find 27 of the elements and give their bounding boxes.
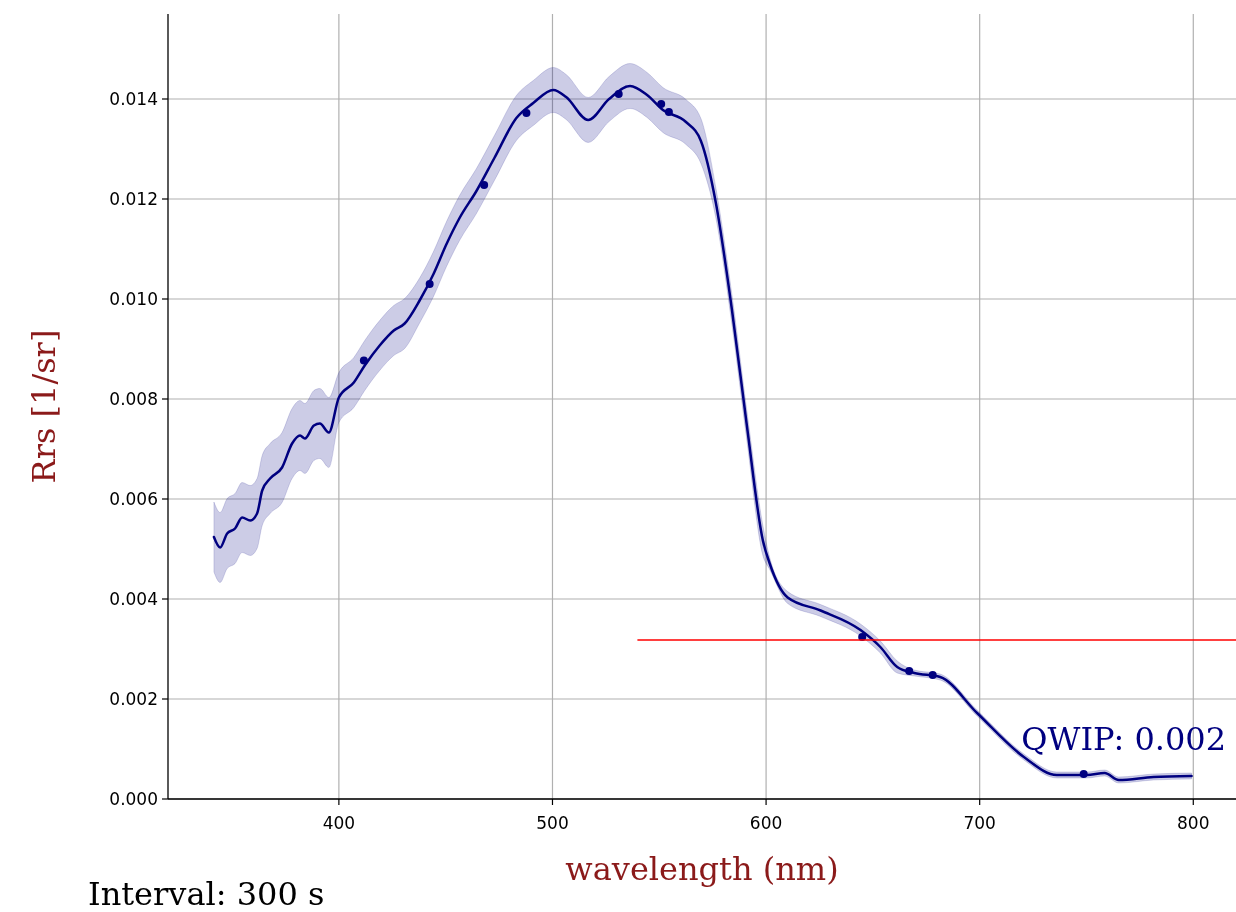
point bbox=[905, 667, 914, 675]
point bbox=[425, 280, 434, 288]
point bbox=[480, 181, 489, 189]
annotation: QWIP: 0.002 bbox=[1021, 720, 1226, 758]
point bbox=[359, 356, 368, 365]
x-tick-label: 500 bbox=[536, 813, 569, 833]
x-axis-title: wavelength (nm) bbox=[565, 850, 839, 888]
point bbox=[664, 108, 673, 116]
y-tick-label: 0.010 bbox=[109, 288, 158, 309]
x-tick-label: 700 bbox=[963, 813, 996, 833]
x-tick-label: 800 bbox=[1177, 813, 1210, 833]
y-tick-label: 0.012 bbox=[109, 188, 158, 209]
y-axis-title: Rrs [1/sr] bbox=[25, 329, 63, 484]
x-tick-label: 600 bbox=[749, 813, 783, 833]
x-tick-label: 400 bbox=[322, 813, 356, 833]
point bbox=[522, 109, 531, 117]
point bbox=[928, 671, 937, 679]
y-tick-label: 0.000 bbox=[109, 788, 158, 809]
y-tick-label: 0.014 bbox=[109, 88, 158, 109]
text: Interval: 300 s bbox=[88, 875, 325, 912]
point bbox=[657, 100, 666, 108]
point bbox=[614, 90, 623, 98]
y-tick-label: 0.004 bbox=[109, 588, 158, 609]
point bbox=[1079, 770, 1088, 778]
y-tick-label: 0.002 bbox=[109, 688, 158, 709]
y-tick-label: 0.006 bbox=[109, 488, 158, 509]
y-tick-label: 0.008 bbox=[109, 388, 158, 409]
